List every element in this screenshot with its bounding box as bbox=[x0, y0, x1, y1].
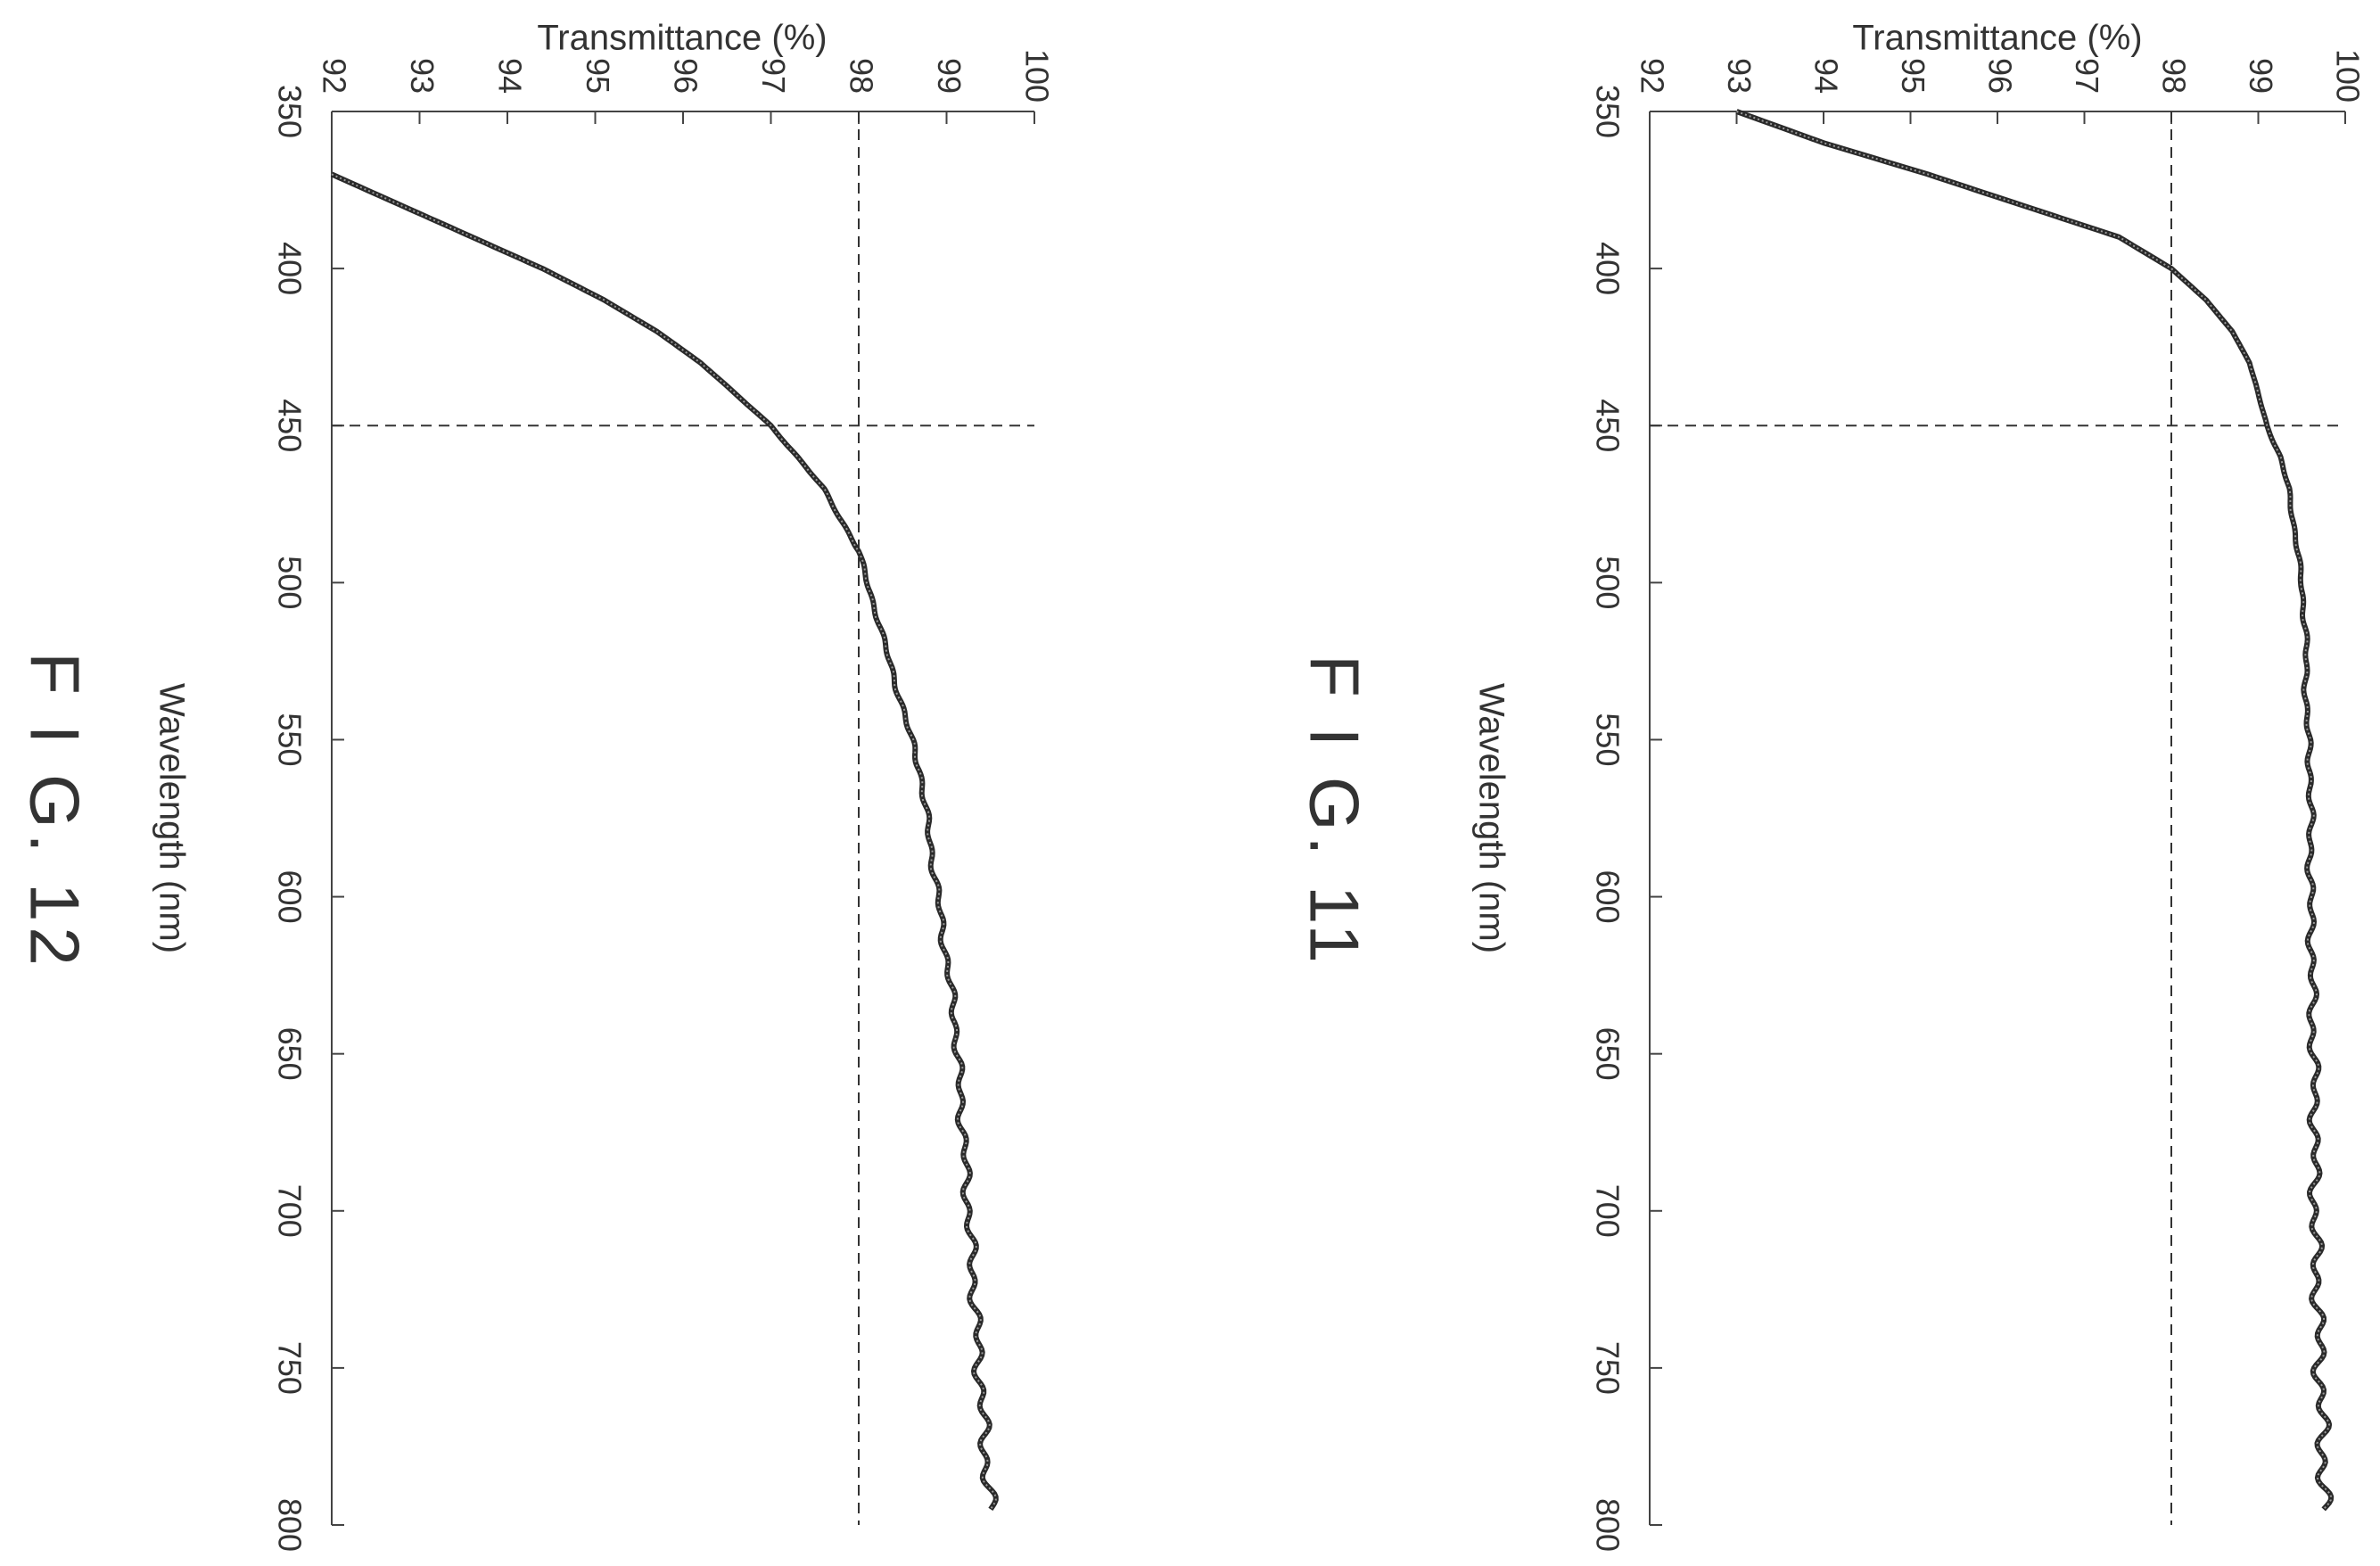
transmittance-curve bbox=[330, 171, 999, 1512]
x-tick-label: 400 bbox=[1589, 242, 1626, 295]
x-tick-label: 450 bbox=[1589, 399, 1626, 452]
x-tick-label: 750 bbox=[271, 1341, 308, 1395]
x-tick-label: 350 bbox=[1589, 85, 1626, 138]
y-tick-label: 95 bbox=[1895, 58, 1931, 94]
x-tick-label: 650 bbox=[271, 1027, 308, 1081]
x-tick-label: 500 bbox=[271, 556, 308, 609]
y-tick-label: 94 bbox=[1808, 58, 1844, 94]
x-tick-label: 550 bbox=[1589, 713, 1626, 766]
y-tick-label: 100 bbox=[2329, 49, 2366, 103]
y-tick-label: 95 bbox=[580, 58, 616, 94]
x-tick-label: 800 bbox=[1589, 1498, 1626, 1552]
x-tick-label: 800 bbox=[271, 1498, 308, 1552]
x-axis-title: Wavelength (nm) bbox=[1471, 683, 1511, 953]
y-tick-label: 93 bbox=[1721, 58, 1758, 94]
chart-fig-12: 92 93 94 95 96 97 98 99 100 350 400 450 500 550 600 650… bbox=[15, 19, 1055, 1552]
figure-label: F I G. 12 bbox=[15, 652, 94, 970]
y-axis-title: Transmittance (%) bbox=[537, 19, 827, 58]
x-axis-title: Wavelength (nm) bbox=[152, 683, 191, 953]
x-tick-label: 450 bbox=[271, 399, 308, 452]
chart-fig-11: 92 93 94 95 96 97 98 99 100 350 400 450 500 550 600 650… bbox=[1295, 19, 2366, 1552]
y-axis-title: Transmittance (%) bbox=[1852, 19, 2142, 58]
x-tick-label: 500 bbox=[1589, 556, 1626, 609]
y-tick-label: 97 bbox=[755, 58, 792, 94]
x-tick-label: 350 bbox=[271, 85, 308, 138]
x-tick-label: 550 bbox=[271, 713, 308, 766]
transmittance-curve-texture bbox=[331, 173, 997, 1510]
x-tick-label: 600 bbox=[271, 870, 308, 924]
y-tick-label: 93 bbox=[404, 58, 441, 94]
y-tick-label: 92 bbox=[1634, 58, 1670, 94]
y-tick-label: 98 bbox=[843, 58, 879, 94]
x-tick-label: 700 bbox=[1589, 1184, 1626, 1238]
transmittance-curve-texture bbox=[1736, 111, 2333, 1511]
y-tick-label: 100 bbox=[1018, 49, 1055, 103]
y-tick-label: 94 bbox=[491, 58, 528, 94]
y-tick-label: 98 bbox=[2155, 58, 2192, 94]
y-tick-label: 99 bbox=[2243, 58, 2279, 94]
x-tick-label: 750 bbox=[1589, 1341, 1626, 1395]
y-tick-label: 92 bbox=[316, 58, 352, 94]
x-tick-label: 650 bbox=[1589, 1027, 1626, 1081]
y-tick-label: 97 bbox=[2069, 58, 2105, 94]
y-tick-label: 96 bbox=[1981, 58, 2018, 94]
y-tick-label: 99 bbox=[931, 58, 968, 94]
x-tick-label: 400 bbox=[271, 242, 308, 295]
figure-label: F I G. 11 bbox=[1295, 655, 1373, 968]
transmittance-curve bbox=[1735, 109, 2335, 1512]
x-tick-label: 700 bbox=[271, 1184, 308, 1238]
y-tick-label: 96 bbox=[667, 58, 704, 94]
x-tick-label: 600 bbox=[1589, 870, 1626, 924]
